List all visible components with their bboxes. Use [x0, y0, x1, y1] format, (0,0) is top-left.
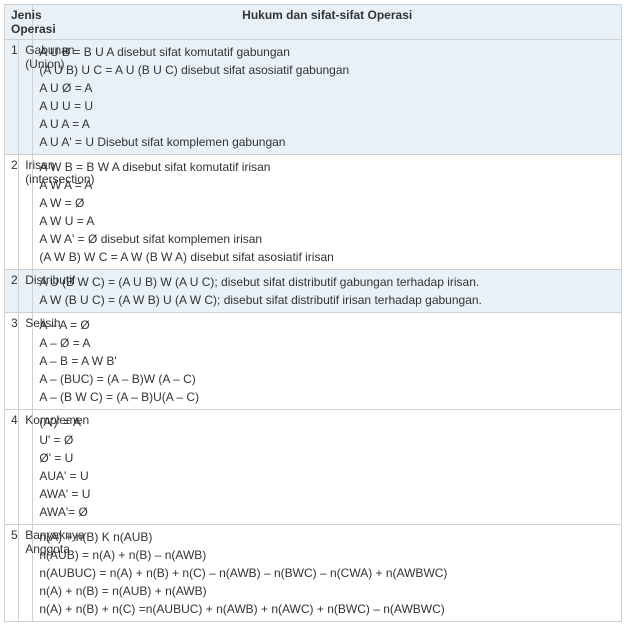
table-row: 2Irisan (intersection)A W B = B W A dise… [5, 155, 622, 270]
row-number: 2 [5, 270, 19, 313]
operation-type: Irisan (intersection) [19, 155, 33, 270]
row-number: 5 [5, 525, 19, 622]
operation-rules: (A')' = A U' = Ø Ø' = U AUA' = U AWA' = … [33, 410, 622, 525]
operation-type: Banyaknya Anggota [19, 525, 33, 622]
operation-type: Distributif [19, 270, 33, 313]
table-row: 5Banyaknya Anggotan(A) + n(B) K n(AUB) n… [5, 525, 622, 622]
table-row: 4Komplemen(A')' = A U' = Ø Ø' = U AUA' =… [5, 410, 622, 525]
row-number: 2 [5, 155, 19, 270]
row-number: 3 [5, 313, 19, 410]
row-number: 4 [5, 410, 19, 525]
operation-rules: A U (B W C) = (A U B) W (A U C); disebut… [33, 270, 622, 313]
table-row: 2DistributifA U (B W C) = (A U B) W (A U… [5, 270, 622, 313]
row-number: 1 [5, 40, 19, 155]
operation-rules: A U B = B U A disebut sifat komutatif ga… [33, 40, 622, 155]
operation-rules: n(A) + n(B) K n(AUB) n(AUB) = n(A) + n(B… [33, 525, 622, 622]
header-row: Jenis Operasi Hukum dan sifat-sifat Oper… [5, 5, 622, 40]
operation-rules: A W B = B W A disebut sifat komutatif ir… [33, 155, 622, 270]
header-hukum: Hukum dan sifat-sifat Operasi [33, 5, 622, 40]
table-row: 1Gabunan (Union)A U B = B U A disebut si… [5, 40, 622, 155]
set-operations-table: Jenis Operasi Hukum dan sifat-sifat Oper… [4, 4, 622, 622]
operation-rules: A – A = Ø A – Ø = A A – B = A W B' A – (… [33, 313, 622, 410]
operation-type: Gabunan (Union) [19, 40, 33, 155]
operation-type: Selisih [19, 313, 33, 410]
operation-type: Komplemen [19, 410, 33, 525]
header-jenis: Jenis Operasi [5, 5, 33, 40]
table-row: 3SelisihA – A = Ø A – Ø = A A – B = A W … [5, 313, 622, 410]
